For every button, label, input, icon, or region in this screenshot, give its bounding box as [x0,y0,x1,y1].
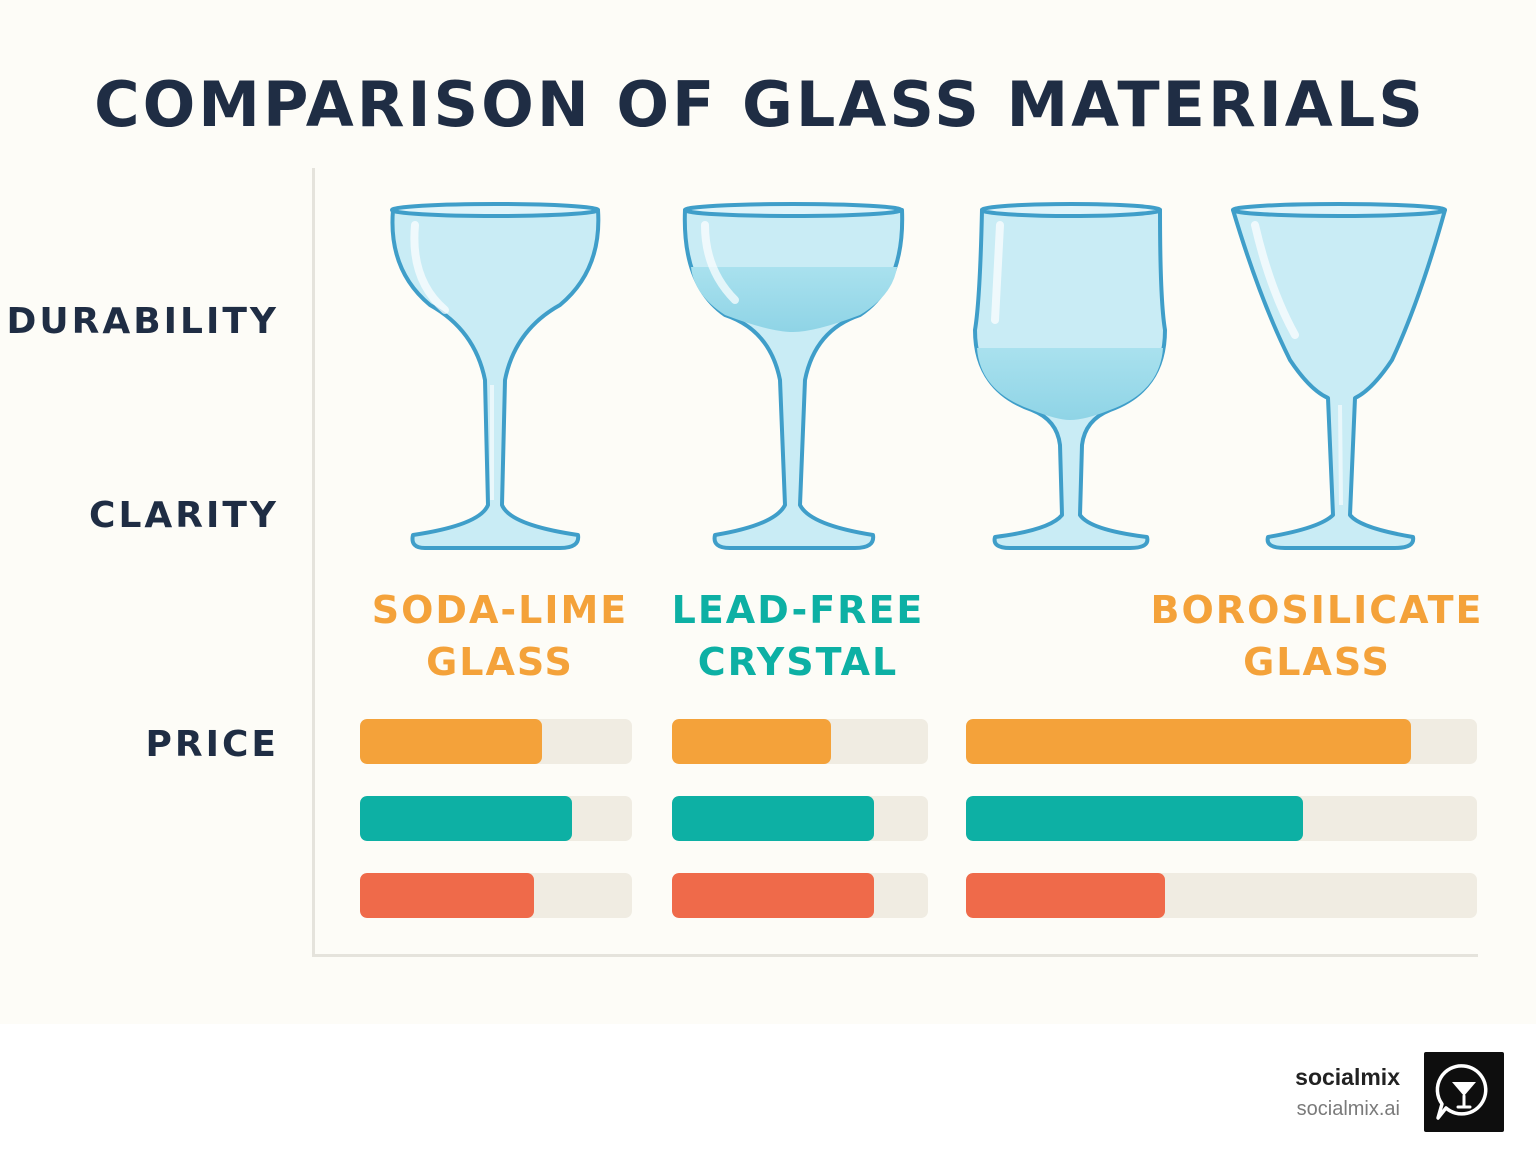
material-label-line: CRYSTAL [697,640,899,684]
row-label-price: PRICE [145,724,279,765]
bar-fill-durability [966,719,1411,764]
bar-fill-price [360,873,535,918]
brand-logo [1424,1052,1504,1132]
wine-glass-icon [682,202,905,550]
wine-glass-icon [1231,202,1447,550]
bar-track-durability [672,719,928,764]
material-label-line: SODA-LIME [371,588,629,632]
cocktail-glass-chat-icon [1435,1064,1488,1120]
infographic-panel: COMPARISON OF GLASS MATERIALS DURABILITY… [6,68,1484,957]
bar-track-price [966,873,1477,918]
material-label-borosilicate: BOROSILICATE GLASS [1151,584,1484,688]
glass-illustrations [390,202,1447,550]
row-label-clarity: CLARITY [89,495,279,536]
bar-fill-price [672,873,875,918]
bar-track-durability [966,719,1477,764]
material-label-soda-lime: SODA-LIME GLASS [372,584,629,688]
material-label-lead-free: LEAD-FREE CRYSTAL [672,584,925,688]
bar-fill-durability [360,719,543,764]
brand-url[interactable]: socialmix.ai [1296,1098,1400,1120]
bar-fill-clarity [360,796,573,841]
bar-track-price [672,873,928,918]
brand-name: socialmix [1295,1064,1400,1090]
horizontal-axis-line [312,954,1478,957]
material-label-line: BOROSILICATE [1150,588,1484,632]
bar-fill-durability [672,719,831,764]
wine-glass-icon [973,202,1167,550]
material-label-line: GLASS [426,640,574,684]
bar-track-price [360,873,632,918]
material-label-line: LEAD-FREE [671,588,925,632]
row-label-durability: DURABILITY [6,301,279,342]
vertical-axis-line [312,168,315,957]
bar-track-clarity [966,796,1477,841]
bar-fill-clarity [966,796,1304,841]
chart-title: COMPARISON OF GLASS MATERIALS [94,68,1426,141]
bar-track-clarity [672,796,928,841]
wine-glass-icon [390,202,601,550]
material-label-line: GLASS [1243,640,1391,684]
bar-fill-price [966,873,1166,918]
bar-fill-clarity [672,796,875,841]
bar-track-clarity [360,796,632,841]
bar-track-durability [360,719,632,764]
